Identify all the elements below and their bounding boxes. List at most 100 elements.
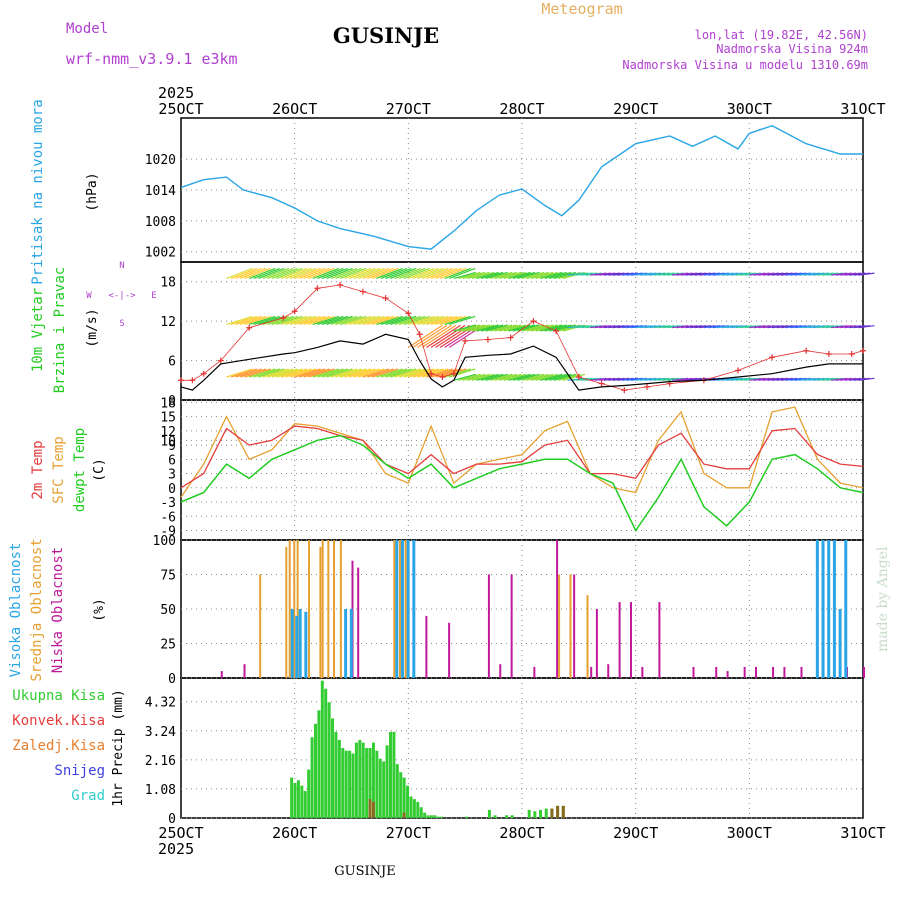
wind-arrow [358, 267, 385, 279]
temp-ylabel3: dewpt Temp [72, 428, 88, 512]
gust-line [181, 284, 864, 391]
low-cloud-bar [357, 567, 360, 678]
wind-arrow [344, 315, 371, 326]
low-cloud-bar [800, 666, 803, 678]
low-cloud-bar [425, 615, 428, 678]
precip-bar [544, 808, 548, 818]
wind-arrow [312, 368, 340, 378]
wind-arrow [362, 315, 390, 326]
mid-cloud-bar [259, 574, 262, 678]
precip-bar [487, 809, 491, 818]
wind-arrow [480, 271, 504, 280]
convective-precip-bar [371, 801, 375, 818]
precip-bar [320, 680, 324, 818]
wind-arrow [389, 267, 417, 279]
wind-arrow [467, 373, 490, 381]
precip-bar [371, 742, 375, 818]
wind-arrow [494, 324, 517, 332]
mid-cloud-bar [288, 540, 291, 678]
precip-bar [337, 739, 341, 818]
wind-arrow [540, 324, 563, 332]
precip-bar [293, 783, 297, 818]
wind-arrow [508, 373, 531, 381]
mid-cloud-bar [339, 540, 342, 678]
wind-arrow [462, 324, 486, 332]
wind-arrow [244, 315, 271, 326]
precip-bar [313, 723, 317, 818]
x-tick-label-top: 29OCT [613, 100, 658, 118]
wind-arrow [471, 324, 495, 332]
wind-arrow [471, 373, 495, 381]
wind-arrow [494, 373, 517, 381]
wind-arrow [230, 368, 258, 378]
wind-arrow [858, 272, 875, 276]
wind-arrow [417, 368, 444, 378]
wind-arrow [403, 315, 430, 326]
wind-arrow [249, 315, 276, 326]
low-cloud-bar [556, 540, 559, 678]
wind-arrow [426, 267, 453, 279]
y-tick-label: -3 [160, 496, 176, 511]
wind-arrow [308, 315, 335, 326]
wind-arrow [430, 267, 458, 279]
precip-bar [368, 748, 372, 818]
wind-arrow [439, 267, 467, 279]
cloud-unit: (%) [92, 598, 107, 621]
y-tick-label: 6 [168, 355, 176, 370]
wind-arrow [371, 315, 399, 326]
x-tick-label-bottom: 25OCT [158, 824, 203, 842]
x-tick-label-bottom: 29OCT [613, 824, 658, 842]
wind-arrow [521, 324, 545, 332]
high-cloud-bar [815, 540, 819, 678]
wind-arrow [421, 368, 449, 378]
wind-arrow [512, 373, 536, 381]
wind-arrow [389, 315, 417, 326]
high-cloud-bar [827, 540, 831, 678]
wind-arrow [467, 271, 490, 280]
meteogram-subtitle: Meteogram [541, 0, 622, 18]
wind-arrow [408, 267, 435, 279]
wind-arrow [417, 324, 452, 348]
wind-arrow [517, 373, 540, 381]
wind-arrow [435, 267, 462, 279]
mid-cloud-bar [293, 540, 296, 678]
wind-speed-line [180, 333, 863, 391]
precip-bar [412, 799, 416, 818]
precip-ylabel: 1hr Precip (mm) [111, 689, 126, 806]
wind-arrow [294, 315, 321, 326]
model-label: Model [66, 21, 108, 37]
wind-arrow [517, 271, 540, 280]
legend-frozen: Zaledj.Kisa [12, 738, 105, 754]
wind-arrow [335, 315, 362, 326]
lonlat-label: lon,lat (19.82E, 42.56N) [695, 28, 868, 42]
wind-arrow [435, 315, 462, 326]
year-bottom: 2025 [158, 840, 194, 858]
low-cloud-bar [487, 574, 490, 678]
precip-bar [354, 742, 358, 818]
wind-arrow [344, 368, 371, 378]
precip-bar [344, 750, 348, 818]
wind-arrow [444, 315, 471, 326]
wind-arrow [358, 315, 385, 326]
precip-bar [423, 812, 427, 818]
y-tick-label: 1014 [145, 184, 176, 199]
wind-arrow [226, 368, 253, 378]
convective-precip-bar [368, 799, 372, 818]
wind-arrow [503, 373, 526, 381]
mid-cloud-bar [327, 540, 330, 678]
wind-arrow [235, 267, 262, 279]
wind-arrow [258, 368, 285, 378]
x-tick-label-bottom: 26OCT [272, 824, 317, 842]
precip-bar [331, 718, 335, 818]
wind-arrow [271, 267, 299, 279]
low-cloud-bar [783, 666, 786, 678]
y-tick-label: 18 [160, 396, 176, 411]
wind-unit: (m/s) [85, 308, 100, 347]
x-tick-label-top: 25OCT [158, 100, 203, 118]
precip-bar [392, 731, 396, 818]
wind-arrow [321, 368, 349, 378]
wind-arrow [499, 271, 522, 280]
precip-bar [382, 761, 386, 818]
wind-arrow [476, 373, 499, 381]
wind-arrow [485, 373, 508, 381]
